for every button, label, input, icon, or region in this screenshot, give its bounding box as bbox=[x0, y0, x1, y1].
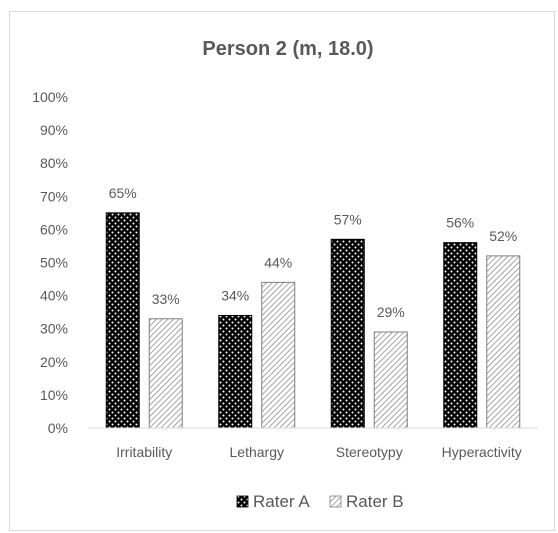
y-tick-label: 40% bbox=[40, 288, 68, 304]
y-tick-label: 50% bbox=[40, 255, 68, 271]
bar-rater-b-stereotypy bbox=[373, 331, 408, 429]
y-tick-label: 80% bbox=[40, 155, 68, 171]
legend-label-rater-a: Rater A bbox=[253, 492, 310, 511]
category-label-stereotypy: Stereotypy bbox=[336, 444, 403, 460]
data-label: 29% bbox=[377, 304, 405, 320]
category-label-hyperactivity: Hyperactivity bbox=[442, 444, 522, 460]
data-label: 65% bbox=[109, 185, 137, 201]
y-tick-label: 70% bbox=[40, 188, 68, 204]
data-label: 33% bbox=[152, 291, 180, 307]
bar-rater-b-lethargy bbox=[261, 281, 296, 429]
y-axis-ticks: 0% 10% 20% 30% 40% 50% 60% 70% 80% 90% 100% bbox=[32, 89, 68, 436]
category-labels-group: Irritability Lethargy Stereotypy Hyperactiv… bbox=[116, 444, 522, 460]
data-label: 44% bbox=[264, 254, 292, 270]
bar-rater-a-lethargy bbox=[218, 314, 253, 429]
bar-rater-b-hyperactivity bbox=[486, 255, 521, 429]
category-label-irritability: Irritability bbox=[116, 444, 172, 460]
y-tick-label: 0% bbox=[48, 420, 68, 436]
data-labels-group: 65% 33% 34% 44% 57% 29% 56% 52% bbox=[109, 185, 518, 320]
bar-rater-a-stereotypy bbox=[330, 238, 365, 429]
legend: Rater A Rater B bbox=[236, 492, 404, 511]
legend-label-rater-b: Rater B bbox=[346, 492, 404, 511]
y-tick-label: 100% bbox=[32, 89, 68, 105]
bars-group bbox=[105, 212, 521, 429]
category-label-lethargy: Lethargy bbox=[230, 444, 284, 460]
y-tick-label: 90% bbox=[40, 122, 68, 138]
bar-rater-a-irritability bbox=[105, 212, 140, 429]
y-tick-label: 10% bbox=[40, 387, 68, 403]
bar-rater-a-hyperactivity bbox=[443, 242, 478, 429]
legend-swatch-rater-a bbox=[236, 495, 249, 508]
y-tick-label: 60% bbox=[40, 221, 68, 237]
legend-swatch-rater-b bbox=[329, 495, 342, 508]
bar-rater-b-irritability bbox=[148, 318, 183, 429]
data-label: 52% bbox=[489, 228, 517, 244]
data-label: 57% bbox=[334, 211, 362, 227]
data-label: 56% bbox=[446, 215, 474, 231]
y-tick-label: 20% bbox=[40, 354, 68, 370]
chart-title: Person 2 (m, 18.0) bbox=[202, 38, 373, 60]
y-tick-label: 30% bbox=[40, 321, 68, 337]
data-label: 34% bbox=[221, 287, 249, 303]
